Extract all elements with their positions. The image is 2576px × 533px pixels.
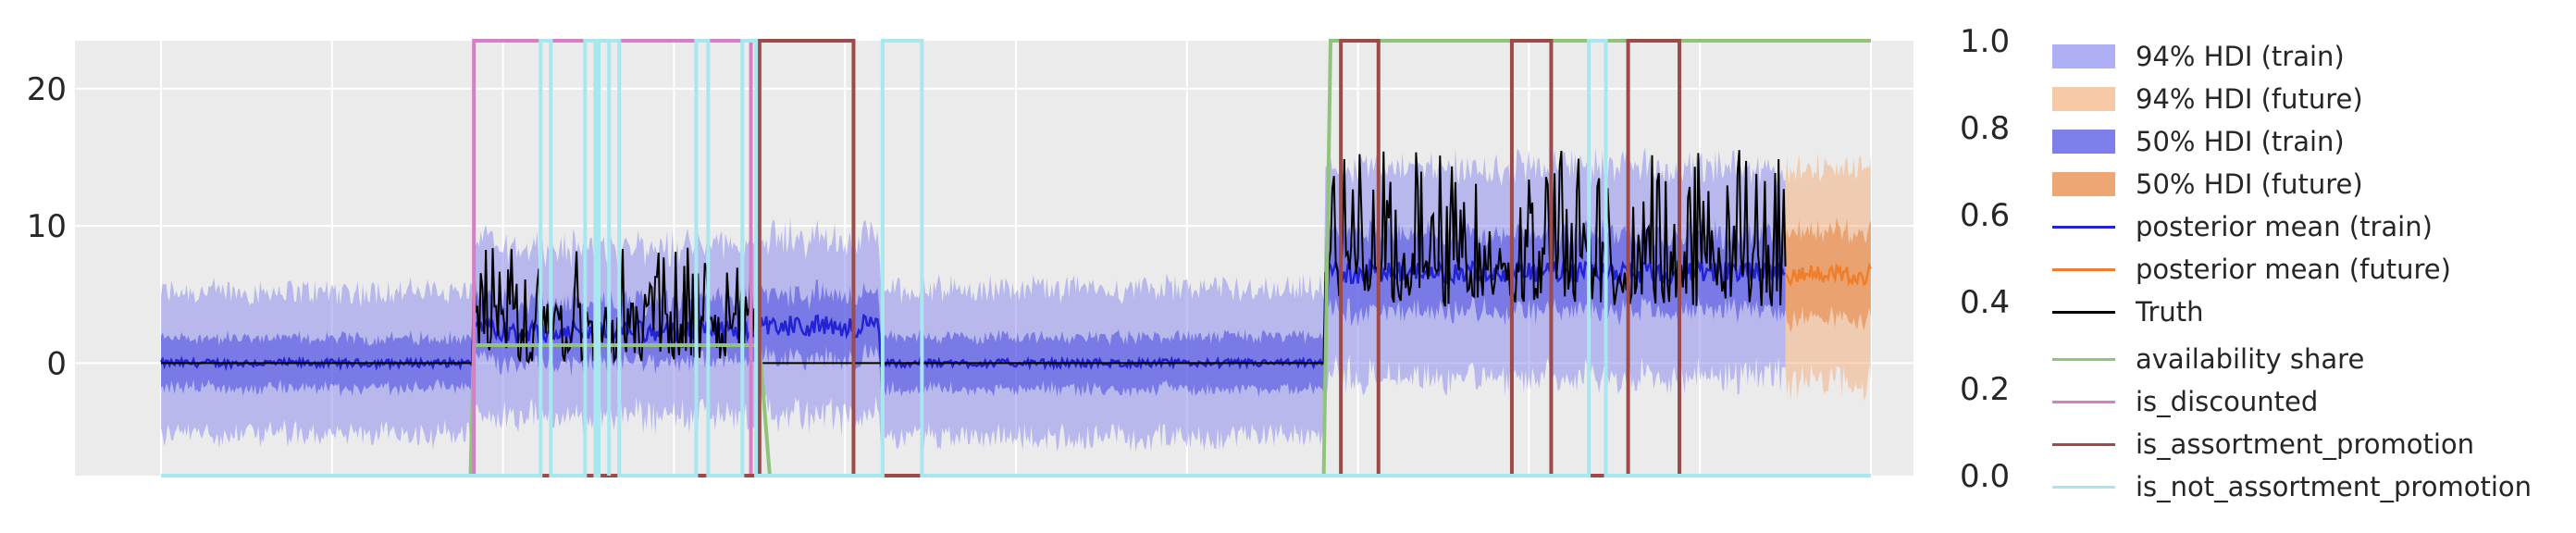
series-lines — [159, 150, 1873, 372]
legend-swatch — [2052, 485, 2115, 489]
legend: 94% HDI (train) 94% HDI (future) 50% HDI (… — [2052, 35, 2570, 508]
legend-label: availability share — [2136, 343, 2365, 375]
legend-item: is_assortment_promotion — [2052, 423, 2570, 465]
y-axis-right: 0.0 0.2 0.4 0.6 0.8 1.0 — [1960, 23, 2010, 495]
legend-item: 94% HDI (train) — [2052, 35, 2570, 78]
availability-share-line — [161, 39, 1871, 477]
legend-swatch — [2052, 357, 2115, 361]
legend-swatch — [2052, 310, 2115, 314]
legend-label: 94% HDI (train) — [2136, 41, 2345, 72]
legend-label: posterior mean (future) — [2136, 254, 2451, 285]
legend-label: Truth — [2136, 296, 2204, 328]
legend-swatch — [2052, 130, 2115, 154]
indicator-lines — [161, 39, 1871, 477]
legend-label: is_discounted — [2136, 386, 2319, 417]
y-left-tick-label: 10 — [27, 208, 67, 245]
legend-item: is_not_assortment_promotion — [2052, 465, 2570, 508]
legend-label: is_not_assortment_promotion — [2136, 471, 2533, 502]
legend-swatch — [2052, 44, 2115, 68]
legend-swatch — [2052, 225, 2115, 229]
legend-item: 50% HDI (future) — [2052, 163, 2570, 205]
legend-item: 50% HDI (train) — [2052, 120, 2570, 163]
is-not-assortment-promotion-line — [161, 39, 1871, 477]
legend-item: Truth — [2052, 291, 2570, 333]
y-left-tick-label: 20 — [27, 71, 67, 108]
y-left-tick-label: 0 — [46, 345, 67, 382]
y-right-tick-label: 0.2 — [1960, 371, 2010, 408]
legend-label: 94% HDI (future) — [2136, 83, 2363, 115]
y-right-tick-label: 1.0 — [1960, 23, 2010, 60]
legend-swatch — [2052, 442, 2115, 446]
legend-item: posterior mean (future) — [2052, 248, 2570, 291]
truth-line — [161, 150, 1787, 365]
legend-item: availability share — [2052, 338, 2570, 380]
legend-swatch — [2052, 87, 2115, 111]
y-right-tick-label: 0.6 — [1960, 197, 2010, 234]
legend-label: is_assortment_promotion — [2136, 428, 2475, 460]
legend-label: 50% HDI (future) — [2136, 168, 2363, 200]
y-right-tick-label: 0.8 — [1960, 110, 2010, 147]
legend-label: posterior mean (train) — [2136, 211, 2433, 242]
legend-label: 50% HDI (train) — [2136, 126, 2345, 157]
posterior-mean-future-line — [1784, 262, 1873, 287]
legend-swatch — [2052, 267, 2115, 271]
legend-item: posterior mean (train) — [2052, 205, 2570, 248]
legend-swatch — [2052, 172, 2115, 196]
y-axis-left: 0 10 20 — [27, 71, 67, 383]
legend-item: is_discounted — [2052, 380, 2570, 423]
legend-item: 94% HDI (future) — [2052, 78, 2570, 120]
legend-swatch — [2052, 400, 2115, 403]
y-right-tick-label: 0.0 — [1960, 458, 2010, 495]
y-right-tick-label: 0.4 — [1960, 284, 2010, 321]
